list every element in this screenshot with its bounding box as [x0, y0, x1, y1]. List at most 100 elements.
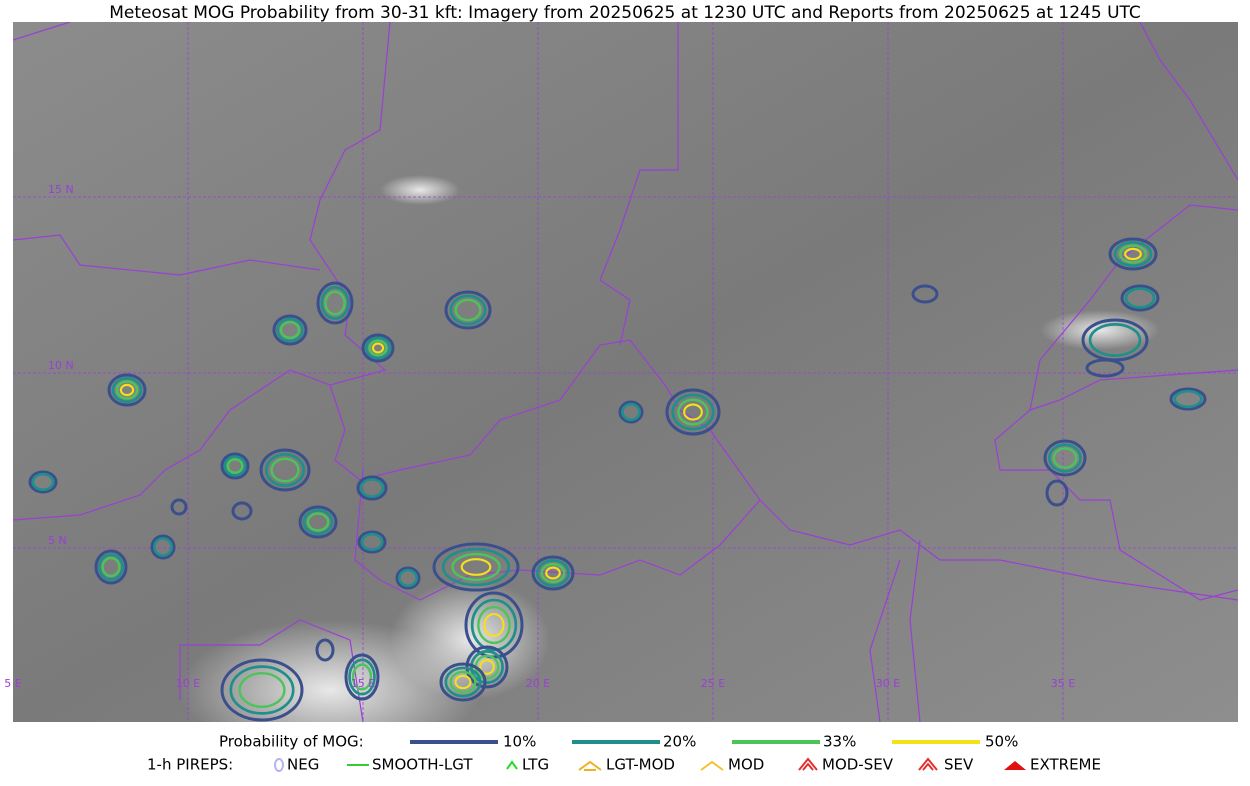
contour: [449, 294, 487, 326]
legend-label: 50%: [985, 733, 1018, 751]
contour: [344, 653, 380, 701]
legend-title: 1-h PIREPS:: [147, 756, 233, 774]
contour: [359, 478, 385, 498]
contour: [153, 537, 173, 557]
lat-label: 5 N: [48, 534, 67, 547]
contour: [1088, 323, 1142, 357]
contour: [306, 512, 330, 532]
legend-label: 20%: [663, 733, 696, 751]
cloud: [380, 175, 460, 205]
contour: [361, 333, 395, 363]
contour: [444, 666, 482, 698]
legend-icon: [700, 760, 724, 771]
contour: [97, 553, 125, 581]
contour: [683, 403, 703, 421]
contour: [1045, 479, 1069, 507]
contour: [470, 650, 504, 684]
contour: [536, 559, 570, 587]
contour: [223, 455, 247, 477]
contour: [671, 393, 715, 431]
border: [1029, 369, 1238, 411]
contour: [364, 336, 392, 360]
contour: [351, 663, 373, 691]
contour: [107, 373, 147, 407]
contour: [460, 558, 492, 576]
map: [13, 22, 1238, 722]
contour: [1169, 387, 1207, 411]
legend-label: SMOOTH-LGT: [372, 756, 473, 774]
legend-label: LGT-MOD: [606, 756, 675, 774]
legend-label: MOD-SEV: [822, 756, 894, 774]
legend-icon: [578, 760, 602, 771]
contour: [220, 452, 250, 480]
contour: [1120, 284, 1160, 312]
contour: [94, 549, 128, 585]
contour: [357, 530, 387, 554]
geo-labels: 15 N 10 N 5 N 5 E 10 E 15 E 20 E 25 E 30…: [4, 183, 1075, 690]
border: [13, 22, 71, 41]
lon-label: 20 E: [526, 677, 550, 690]
contour: [1048, 443, 1082, 473]
contour: [324, 290, 346, 316]
border: [994, 204, 1238, 601]
contour: [111, 376, 143, 404]
contour: [911, 284, 939, 304]
lon-label: 25 E: [701, 677, 725, 690]
border: [179, 619, 364, 722]
contour: [101, 556, 121, 578]
satellite-image: [13, 22, 1238, 722]
contour: [449, 670, 477, 694]
lon-label: 30 E: [876, 677, 900, 690]
legend-label: LTG: [522, 756, 549, 774]
legend-label: 10%: [503, 733, 536, 751]
legend-title: Probability of MOG:: [219, 733, 364, 751]
contour: [1118, 244, 1148, 264]
contour: [621, 402, 641, 422]
lat-label: 15 N: [48, 183, 74, 196]
border: [309, 22, 1238, 601]
contour: [439, 662, 487, 702]
border: [13, 369, 331, 521]
contour: [1043, 439, 1087, 477]
contour: [31, 472, 55, 492]
legend-icon: [918, 757, 938, 771]
contour: [451, 552, 501, 582]
legend-icon: [798, 757, 818, 771]
legend-label: EXTREME: [1030, 756, 1101, 774]
contour: [356, 475, 388, 501]
contour: [398, 568, 418, 588]
contour: [479, 659, 495, 675]
contour: [444, 290, 492, 330]
contour: [276, 317, 304, 343]
contour: [477, 605, 511, 645]
border: [354, 469, 761, 601]
contour: [1124, 247, 1142, 261]
contour: [470, 598, 518, 652]
contour: [1124, 287, 1156, 309]
legend-icon: [1004, 761, 1026, 770]
lat-label: 10 N: [48, 359, 74, 372]
contour: [371, 342, 385, 354]
lon-label: 5 E: [4, 677, 21, 690]
contour: [238, 672, 286, 709]
border: [1139, 22, 1238, 181]
contour: [231, 501, 253, 521]
contour: [360, 532, 384, 552]
contour: [665, 388, 721, 436]
borders: [13, 22, 1238, 722]
title: Meteosat MOG Probability from 30-31 kft:…: [109, 3, 1141, 23]
contour: [259, 448, 311, 492]
contour: [454, 298, 482, 322]
border: [13, 234, 321, 276]
contour: [264, 453, 306, 487]
contour: [1052, 447, 1078, 469]
contour: [677, 398, 709, 426]
contour: [229, 665, 295, 715]
contour: [618, 400, 644, 424]
contour: [1173, 389, 1203, 409]
contour: [368, 339, 388, 357]
contour: [315, 638, 335, 662]
contour: [316, 281, 354, 325]
contour: [119, 383, 135, 397]
